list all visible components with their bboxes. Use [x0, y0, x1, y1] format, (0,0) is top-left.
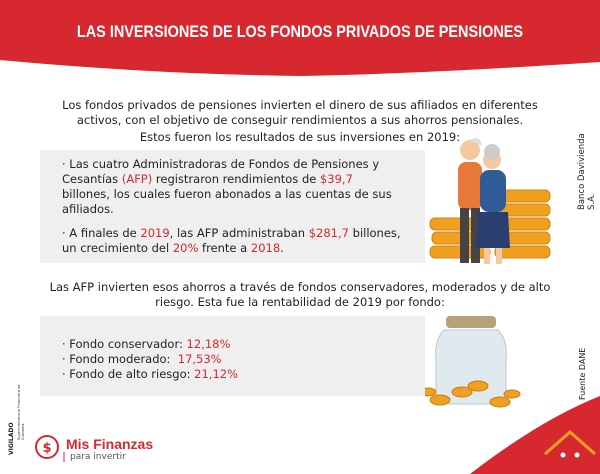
highlight: 20% [172, 241, 199, 255]
paragraph: · Fondo moderado: 17,53% [62, 352, 402, 367]
intro: Los fondos privados de pensiones inviert… [62, 98, 538, 127]
funds-heading: Las AFP invierten esos ahorros a través … [49, 280, 551, 309]
text-run: · A finales de [62, 226, 141, 240]
highlight: 2019 [140, 226, 170, 240]
regulator: Superintendencia Financiera de Colombia [17, 384, 25, 440]
source: Fuente DANE [578, 347, 587, 400]
text-run: frente a [198, 241, 251, 255]
highlight: 2018 [250, 241, 281, 255]
results-heading: Estos fueron los resultados de sus inver… [139, 130, 461, 144]
bank-credit: Banco Davivienda S.A. [577, 133, 597, 210]
paragraph: · Fondo conservador: 12,18% [62, 337, 402, 352]
logo-tagline: para invertir [70, 452, 126, 462]
text-run: · Las cuatro Administradoras de Fondos d… [62, 157, 383, 186]
text-run: , las AFP administraban [169, 226, 309, 240]
highlight: (AFP) [121, 172, 153, 186]
text-run: · Fondo conservador: [62, 337, 187, 351]
vigilado: VIGILADO [8, 422, 15, 455]
highlight: $39,7 [319, 172, 353, 186]
funds-list: · Fondo conservador: 12,18% · Fondo moder… [62, 337, 402, 382]
logo-name: Mis Finanzas [66, 436, 154, 452]
paragraph: · A finales de 2019, las AFP administrab… [62, 226, 402, 256]
title: LAS INVERSIONES DE LOS FONDOS PRIVADOS D… [76, 22, 524, 41]
text-run: · Fondo de alto riesgo: [62, 367, 195, 381]
text-run: · Fondo moderado: [62, 352, 178, 366]
text-run: . [280, 241, 284, 255]
funds-box [40, 316, 425, 396]
paragraph: · Fondo de alto riesgo: 21,12% [62, 367, 402, 382]
text-run: billones, los cuales fueron abonados a l… [62, 172, 396, 216]
highlight: $281,7 [308, 226, 349, 240]
highlight: 17,53% [177, 352, 222, 366]
text-run: registraron rendimientos de [152, 172, 320, 186]
text-run: billones, un crecimiento del [62, 226, 405, 255]
svg-text:$: $ [42, 441, 51, 456]
results-list: · Las cuatro Administradoras de Fondos d… [62, 157, 402, 265]
results-box [40, 150, 425, 263]
highlight: 12,18% [186, 337, 231, 351]
paragraph: · Las cuatro Administradoras de Fondos d… [62, 157, 402, 217]
highlight: 21,12% [194, 367, 239, 381]
